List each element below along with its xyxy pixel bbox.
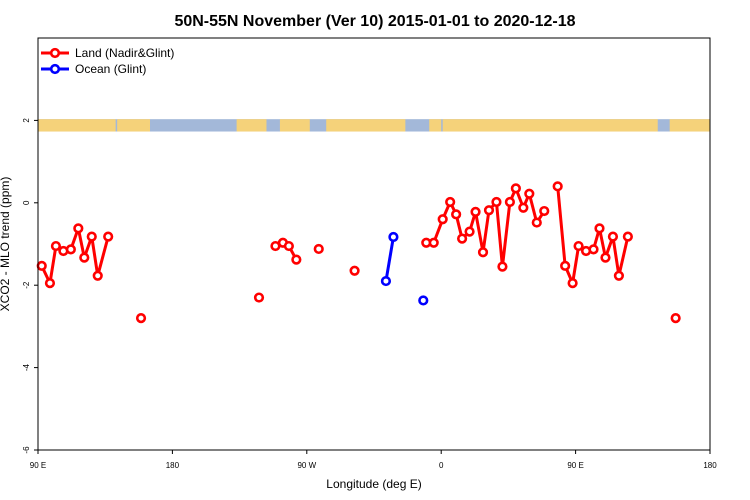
y-axis-label: XCO2 - MLO trend (ppm) (0, 177, 12, 312)
series-0-point-19 (428, 237, 439, 248)
series-0-point-38 (567, 278, 578, 289)
series-0-point-11 (253, 292, 265, 303)
series-0-point-6 (79, 252, 90, 263)
y-tick-label-4: 2 (22, 118, 31, 123)
series-0-point-4 (65, 244, 76, 255)
x-tick-label-4: 90 E (567, 461, 583, 470)
series-0-point-7 (86, 231, 97, 242)
series-1-line-0 (384, 236, 395, 282)
series-0 (36, 181, 681, 324)
series-0-point-46 (622, 231, 633, 242)
series-0-point-34 (531, 217, 542, 228)
series-0-point-22 (451, 209, 462, 220)
series-0-point-36 (552, 181, 563, 192)
series-0-point-0 (36, 260, 47, 271)
series-1 (380, 231, 429, 306)
series-0-point-42 (594, 223, 605, 234)
series-0-point-28 (491, 196, 502, 208)
series-0-point-20 (437, 214, 448, 225)
x-tick-label-1: 180 (166, 461, 180, 470)
series-0-point-37 (560, 260, 571, 271)
strip-land-5 (429, 119, 442, 132)
series-1-point-2 (418, 295, 429, 306)
series-0-point-32 (518, 202, 529, 213)
series-0-point-25 (470, 206, 481, 217)
series-0-point-1 (44, 278, 56, 289)
series-0-point-23 (457, 233, 468, 244)
x-axis-label: Longitude (deg E) (326, 477, 421, 491)
series-0-point-35 (539, 205, 550, 217)
legend-ocean-label: Ocean (Glint) (75, 62, 146, 76)
series-1-point-0 (380, 275, 392, 287)
series-0-line-0 (40, 226, 110, 285)
strip-land-1 (117, 119, 150, 132)
strip-land-7 (669, 119, 710, 132)
series-0-point-2 (50, 240, 62, 252)
strip-land-0 (38, 119, 116, 132)
y-tick-label-0: -6 (22, 446, 31, 454)
series-0-point-21 (445, 196, 456, 208)
series-0-point-31 (510, 183, 521, 194)
y-tick-label-2: -2 (22, 281, 31, 289)
y-tick-label-1: -4 (22, 363, 31, 371)
series-0-point-45 (613, 270, 625, 281)
x-tick-label-5: 180 (703, 461, 717, 470)
plot-frame (37, 37, 711, 451)
series-0-point-8 (92, 270, 103, 281)
legend-land-marker (49, 47, 61, 59)
series-0-point-5 (73, 223, 84, 234)
series-0-point-26 (477, 247, 489, 258)
x-tick-label-3: 0 (439, 461, 444, 470)
series-0-point-30 (504, 196, 515, 208)
series-0-point-39 (573, 240, 584, 252)
legend: Land (Nadir&Glint) Ocean (Glint) (41, 46, 174, 76)
y-tick-label-3: 0 (22, 200, 31, 205)
series-0-point-9 (103, 231, 114, 242)
series-0-point-43 (600, 252, 611, 263)
legend-ocean-marker (49, 63, 61, 75)
legend-land-label: Land (Nadir&Glint) (75, 46, 174, 60)
land-ocean-strip (38, 119, 710, 132)
strip-land-6 (442, 119, 658, 132)
series-0-point-44 (607, 231, 619, 242)
series-0-point-15 (291, 254, 302, 265)
series-0-point-10 (135, 313, 147, 324)
series-0-point-24 (464, 226, 475, 237)
x-tick-label-0: 90 E (30, 461, 46, 470)
series-0-point-16 (313, 243, 324, 255)
series-0-point-29 (497, 261, 508, 272)
chart-title: 50N-55N November (Ver 10) 2015-01-01 to … (174, 13, 575, 30)
x-tick-label-2: 90 W (297, 461, 316, 470)
series-0-point-14 (283, 240, 294, 252)
series-layer (36, 181, 681, 324)
series-0-point-33 (524, 188, 535, 199)
series-0-point-17 (349, 265, 360, 276)
series-0-point-47 (670, 313, 681, 324)
strip-land-3 (279, 119, 310, 132)
strip-land-2 (236, 119, 267, 132)
series-0-point-27 (483, 205, 495, 216)
y-axis: -6 -4 -2 0 2 (22, 118, 38, 454)
series-1-point-1 (388, 231, 399, 243)
strip-land-4 (326, 119, 406, 132)
x-axis: 90 E 180 90 W 0 90 E 180 (30, 450, 717, 470)
series-0-point-41 (588, 244, 599, 255)
